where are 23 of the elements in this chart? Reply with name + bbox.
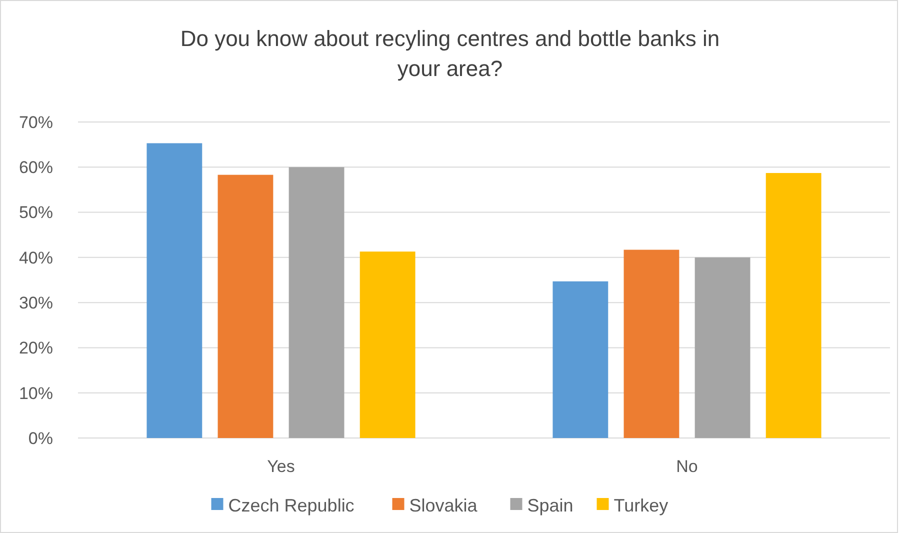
y-tick-label: 10% <box>18 384 53 403</box>
bar <box>288 167 344 438</box>
y-tick-label: 30% <box>18 294 53 313</box>
y-tick-label: 50% <box>18 203 53 222</box>
bar <box>360 252 416 438</box>
legend-label: Spain <box>527 495 574 516</box>
y-tick-label: 40% <box>18 248 53 268</box>
legend-label: Czech Republic <box>228 495 354 516</box>
legend-label: Slovakia <box>409 495 478 516</box>
y-tick-label: 70% <box>18 112 53 132</box>
y-tick-label: 0% <box>28 428 53 448</box>
bar <box>694 257 750 438</box>
y-tick-label: 20% <box>18 338 53 358</box>
bar <box>766 173 822 438</box>
y-tick-label: 60% <box>18 158 53 178</box>
bar <box>624 250 680 438</box>
x-tick-label: No <box>676 457 698 476</box>
bar <box>218 174 274 438</box>
x-tick-label: Yes <box>267 457 295 476</box>
bar <box>552 281 608 438</box>
bar <box>146 143 202 438</box>
legend-label: Turkey <box>614 495 668 516</box>
chart-title: Do you know about recyling centres and bottle banks in your area? <box>180 26 720 81</box>
